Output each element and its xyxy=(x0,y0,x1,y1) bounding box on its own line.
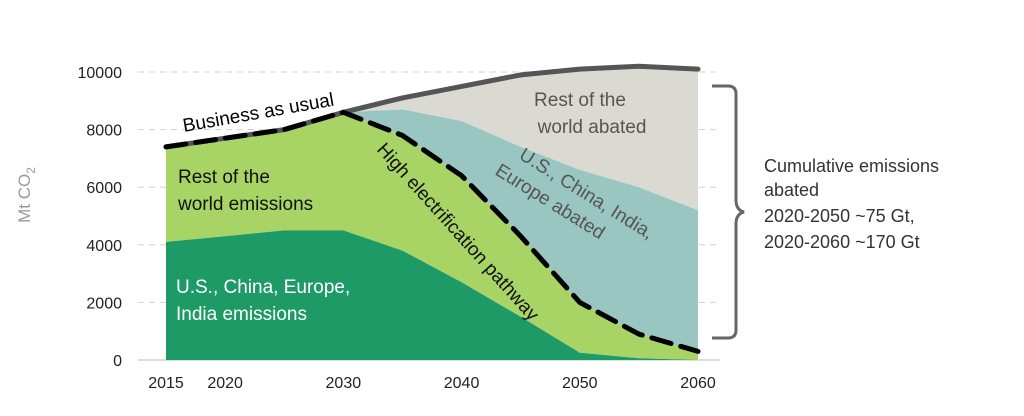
high-electrification-line xyxy=(163,109,701,354)
y-tick-label: 8000 xyxy=(86,123,122,140)
x-axis-ticks: 2015 2020 2030 2040 2050 2060 xyxy=(148,375,716,392)
x-tick-label: 2030 xyxy=(326,375,362,392)
area-major-emissions xyxy=(166,230,698,360)
x-tick-label: 2015 xyxy=(148,375,184,392)
x-tick-label: 2040 xyxy=(444,375,480,392)
rest-abated-label-line2: world abated xyxy=(537,117,647,138)
major-emissions-label-line2: India emissions xyxy=(176,304,307,325)
y-tick-label: 6000 xyxy=(86,180,122,197)
y-tick-label: 0 xyxy=(113,353,122,370)
y-tick-label: 2000 xyxy=(86,295,122,312)
pathway-lines xyxy=(163,63,701,354)
major-emissions-label-line1: U.S., China, Europe, xyxy=(176,277,350,298)
rest-abated-label-line1: Rest of the xyxy=(534,90,626,111)
annotation-line3: 2020-2050 ~75 Gt, xyxy=(764,206,915,226)
rest-emissions-label-line2: world emissions xyxy=(177,194,313,215)
area-major-abated xyxy=(343,109,698,352)
rest-emissions-label-line1: Rest of the xyxy=(178,167,270,188)
y-axis-label: Mt CO2 xyxy=(15,167,38,223)
area-series xyxy=(166,66,698,360)
area-rest-world-emissions xyxy=(166,112,698,360)
x-tick-label: 2020 xyxy=(207,375,243,392)
y-tick-label: 4000 xyxy=(86,238,122,255)
y-axis-ticks: 0 2000 4000 6000 8000 10000 xyxy=(78,65,123,370)
annotation-line1: Cumulative emissions xyxy=(764,156,939,176)
y-tick-label: 10000 xyxy=(78,65,123,82)
abated-bracket xyxy=(712,84,745,340)
x-tick-label: 2050 xyxy=(562,375,598,392)
x-tick-label: 2060 xyxy=(680,375,716,392)
annotation-line2: abated xyxy=(764,180,819,200)
area-rest-world-abated xyxy=(343,66,698,211)
annotation-line4: 2020-2060 ~170 Gt xyxy=(764,232,920,252)
